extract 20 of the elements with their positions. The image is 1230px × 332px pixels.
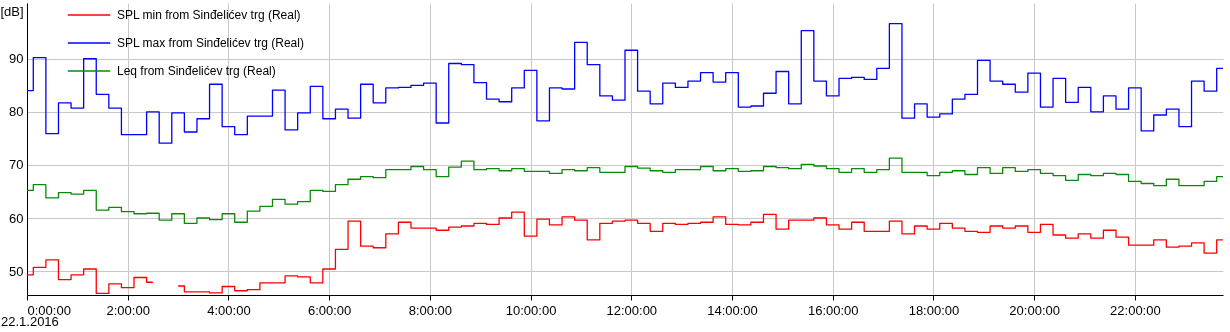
x-tick-label: 22:00:00 <box>1110 302 1161 318</box>
legend-label: SPL max from Sinđelićev trg (Real) <box>117 36 304 50</box>
y-tick-label: 90 <box>9 51 24 67</box>
y-tick-label: 60 <box>9 210 24 226</box>
y-axis-title: [dB] <box>0 3 24 19</box>
legend-label: Leq from Sinđelićev trg (Real) <box>117 64 276 78</box>
x-tick-label: 8:00:00 <box>408 302 453 318</box>
legend-label: SPL min from Sinđelićev trg (Real) <box>117 8 301 22</box>
y-tick-label: 50 <box>9 263 24 279</box>
y-tick-label: 80 <box>9 104 24 120</box>
x-tick-label: 12:00:00 <box>606 302 658 318</box>
x-tick-label: 18:00:00 <box>908 302 960 318</box>
x-tick-label: 6:00:00 <box>307 302 352 318</box>
x-tick-label: 2:00:00 <box>106 302 150 318</box>
x-tick-label: 4:00:00 <box>207 302 251 318</box>
x-tick-label: 10:00:00 <box>505 302 557 318</box>
x-tick-label: 14:00:00 <box>707 302 758 318</box>
x-tick-label: 20:00:00 <box>1009 302 1060 318</box>
y-tick-label: 70 <box>9 157 24 173</box>
x-tick-label: 16:00:00 <box>807 302 859 318</box>
